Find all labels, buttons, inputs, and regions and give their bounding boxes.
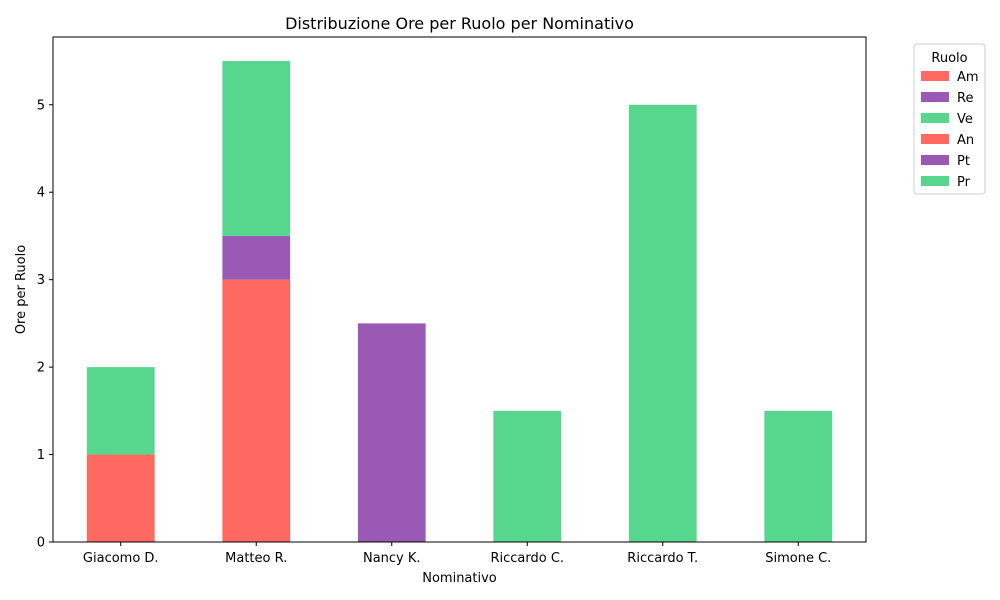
bar-segment <box>628 104 697 543</box>
chart-title: Distribuzione Ore per Ruolo per Nominati… <box>285 14 634 33</box>
x-tick-label: Riccardo T. <box>627 551 698 566</box>
bar-segment <box>764 410 833 542</box>
y-tick-label: 5 <box>37 98 45 113</box>
x-tick-label: Riccardo C. <box>490 551 564 566</box>
legend-label: Ve <box>957 112 973 127</box>
bar-segment <box>222 61 291 236</box>
legend-swatch <box>921 71 949 81</box>
legend-label: Am <box>957 70 979 85</box>
legend-label: Pr <box>957 175 971 190</box>
y-tick-label: 1 <box>37 448 45 463</box>
legend-label: Re <box>957 91 973 106</box>
y-tick-label: 0 <box>37 536 45 551</box>
y-tick-label: 3 <box>37 273 45 288</box>
x-axis: Giacomo D. Matteo R. Nancy K. Riccardo C. Ri… <box>83 542 831 566</box>
x-tick-label: Giacomo D. <box>83 551 159 566</box>
legend-label: An <box>957 133 974 148</box>
x-tick-label: Matteo R. <box>225 551 287 566</box>
y-axis: 0 1 2 3 4 5 <box>37 98 53 551</box>
bar-segment <box>86 454 155 542</box>
legend-label: Pt <box>957 154 970 169</box>
legend-swatch <box>921 134 949 144</box>
legend: Ruolo Am Re Ve An Pt Pr <box>913 43 986 195</box>
bars-group <box>86 61 833 543</box>
x-tick-label: Nancy K. <box>363 551 421 566</box>
legend-title: Ruolo <box>931 51 967 66</box>
legend-swatch <box>921 92 949 102</box>
x-tick-label: Simone C. <box>765 551 831 566</box>
bar-segment <box>222 235 291 280</box>
y-tick-label: 2 <box>37 361 45 376</box>
y-axis-label: Ore per Ruolo <box>14 245 29 334</box>
x-axis-label: Nominativo <box>422 571 497 586</box>
legend-swatch <box>921 155 949 165</box>
legend-swatch <box>921 176 949 186</box>
bar-segment <box>357 323 426 542</box>
legend-items: Am Re Ve An Pt Pr <box>921 70 979 190</box>
y-tick-label: 4 <box>37 186 45 201</box>
plot-frame <box>52 36 867 543</box>
legend-swatch <box>921 113 949 123</box>
bar-segment <box>493 410 562 542</box>
bar-segment <box>222 279 291 542</box>
bar-segment <box>86 367 155 455</box>
